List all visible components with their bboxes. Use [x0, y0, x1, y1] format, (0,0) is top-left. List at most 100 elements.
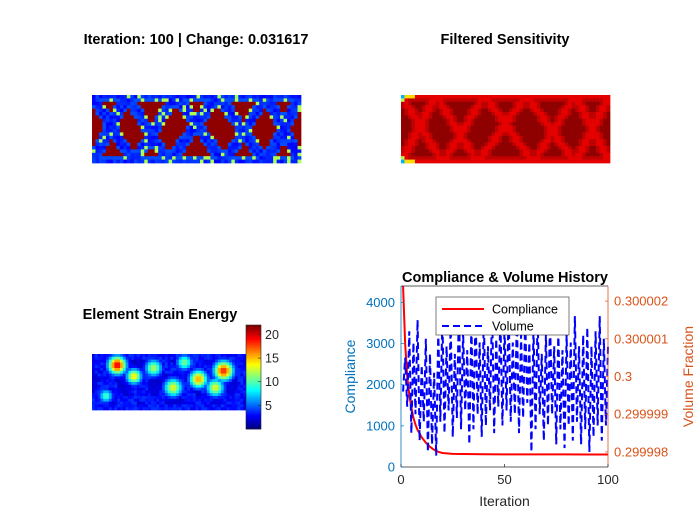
heatmap-cell: [589, 132, 593, 137]
heatmap-cell: [512, 142, 517, 147]
heatmap-cell: [172, 122, 176, 126]
heatmap-cell: [116, 112, 121, 116]
heatmap-cell: [547, 95, 552, 99]
heatmap-cell: [297, 152, 302, 157]
heatmap-cell: [203, 112, 208, 116]
heatmap-cell: [213, 159, 218, 164]
heatmap-cell: [467, 101, 472, 106]
heatmap-cell: [456, 125, 461, 130]
heatmap-cell: [533, 142, 538, 147]
heatmap-cell: [179, 112, 183, 116]
heatmap-cell: [159, 382, 163, 386]
heatmap-cell: [159, 398, 163, 402]
heatmap-cell: [453, 101, 458, 106]
heatmap-cell: [589, 156, 593, 160]
heatmap-cell: [283, 135, 288, 140]
heatmap-cell: [255, 149, 260, 154]
heatmap-cell: [571, 135, 576, 140]
heatmap-cell: [119, 142, 124, 147]
heatmap-cell: [168, 159, 173, 164]
heatmap-cell: [199, 101, 204, 106]
heatmap-cell: [94, 390, 98, 394]
heatmap-cell: [145, 398, 149, 402]
heatmap-cell: [161, 142, 166, 147]
heatmap-cell: [240, 368, 244, 372]
heatmap-cell: [283, 149, 288, 154]
heatmap-cell: [147, 156, 152, 160]
heatmap-cell: [184, 356, 188, 360]
heatmap-cell: [102, 95, 107, 99]
heatmap-cell: [231, 105, 236, 109]
heatmap-cell: [139, 379, 143, 383]
heatmap-cell: [234, 159, 239, 164]
heatmap-cell: [297, 135, 302, 140]
heatmap-cell: [170, 362, 174, 366]
heatmap-cell: [589, 118, 593, 123]
heatmap-cell: [294, 112, 298, 116]
heatmap-cell: [592, 112, 597, 116]
heatmap-cell: [252, 98, 257, 103]
heatmap-cell: [280, 101, 284, 106]
heatmap-cell: [529, 156, 534, 160]
heatmap-cell: [210, 156, 215, 160]
heatmap-cell: [529, 112, 534, 116]
heatmap-cell: [182, 112, 187, 116]
heatmap-cell: [428, 95, 433, 99]
heatmap-cell: [106, 365, 110, 369]
heatmap-cell: [212, 356, 216, 360]
heatmap-cell: [421, 152, 426, 157]
heatmap-cell: [151, 115, 156, 120]
heatmap-cell: [111, 379, 115, 383]
heatmap-cell: [232, 390, 236, 394]
heatmap-cell: [150, 370, 154, 374]
heatmap-cell: [158, 152, 163, 157]
heatmap-cell: [547, 142, 552, 147]
heatmap-cell: [238, 115, 243, 120]
heatmap-cell: [209, 359, 213, 363]
heatmap-cell: [206, 112, 211, 116]
heatmap-cell: [589, 146, 593, 150]
heatmap-cell: [98, 122, 103, 126]
heatmap-cell: [474, 98, 478, 103]
heatmap-cell: [203, 132, 208, 137]
heatmap-cell: [453, 156, 458, 160]
heatmap-cell: [144, 146, 149, 150]
heatmap-cell: [596, 122, 600, 126]
heatmap-cell: [119, 95, 124, 99]
heatmap-cell: [568, 129, 573, 133]
colorbar-band: [246, 396, 261, 399]
heatmap-cell: [151, 142, 156, 147]
heatmap-cell: [484, 129, 489, 133]
heatmap-cell: [519, 108, 524, 113]
colorbar-tick-label: 5: [265, 399, 272, 413]
heatmap-cell: [156, 390, 160, 394]
heatmap-cell: [126, 112, 131, 116]
heatmap-cell: [276, 98, 281, 103]
heatmap-cell: [126, 118, 131, 123]
heatmap-cell: [182, 142, 187, 147]
heatmap-cell: [204, 390, 208, 394]
heatmap-cell: [178, 384, 182, 388]
heatmap-cell: [234, 407, 238, 411]
heatmap-cell: [190, 362, 194, 366]
heatmap-cell: [165, 108, 169, 113]
heatmap-cell: [428, 142, 433, 147]
heatmap-cell: [217, 142, 222, 147]
heatmap-cell: [498, 156, 503, 160]
heatmap-cell: [252, 135, 257, 140]
heatmap-cell: [130, 112, 135, 116]
heatmap-cell: [255, 108, 260, 113]
heatmap-cell: [136, 370, 140, 374]
heatmap-cell: [126, 122, 131, 126]
heatmap-cell: [209, 373, 213, 377]
heatmap-cell: [175, 105, 180, 109]
heatmap-cell: [172, 156, 176, 160]
heatmap-cell: [106, 393, 110, 397]
heatmap-cell: [161, 156, 166, 160]
heatmap-cell: [212, 362, 216, 366]
heatmap-cell: [162, 379, 166, 383]
heatmap-cell: [547, 101, 552, 106]
heatmap-cell: [164, 359, 168, 363]
heatmap-cell: [550, 159, 555, 164]
heatmap-cell: [529, 135, 534, 140]
